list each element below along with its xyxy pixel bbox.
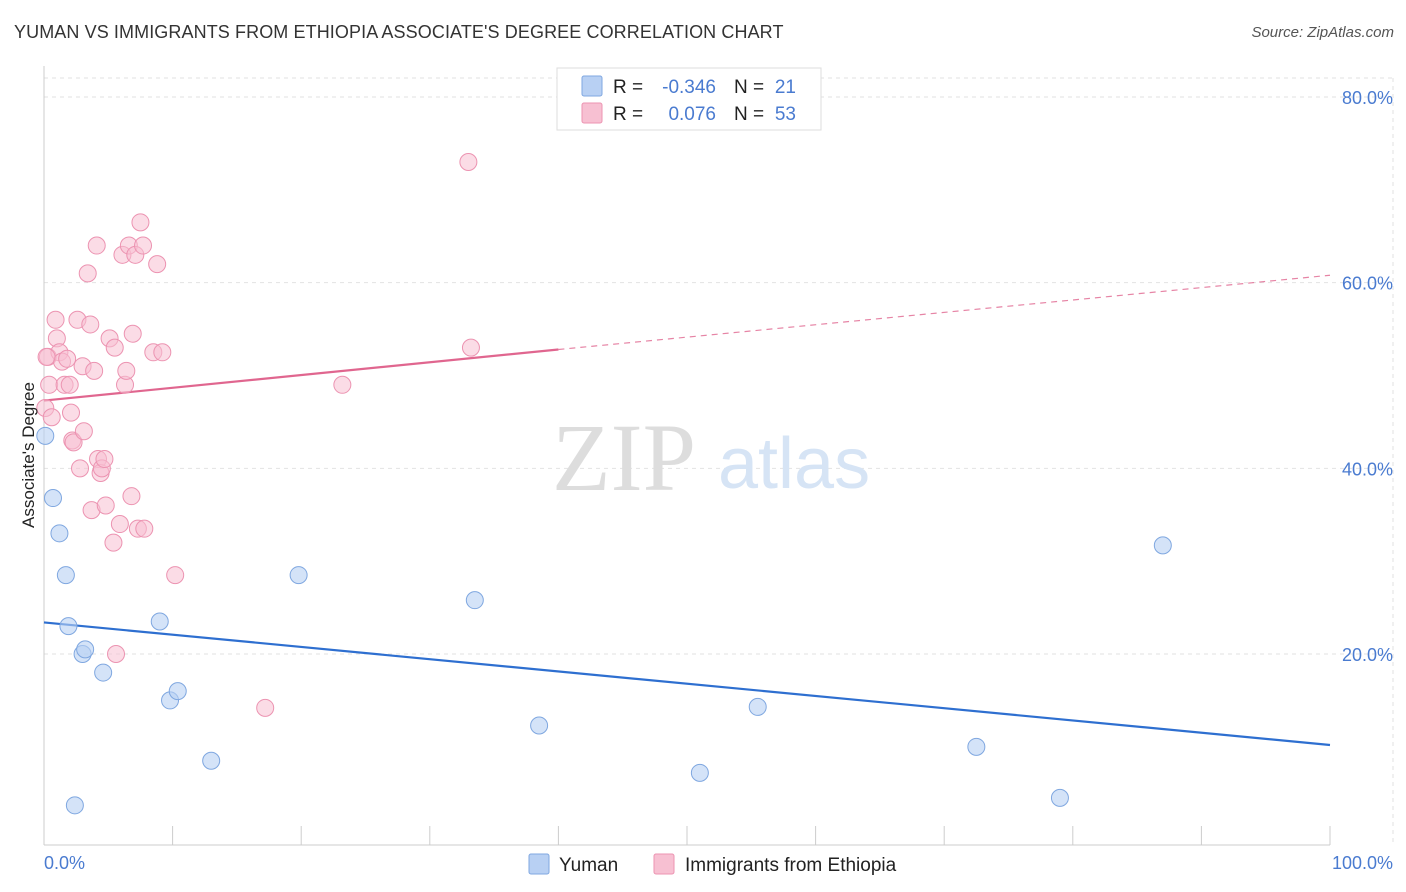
legend-swatch-ethiopia xyxy=(653,853,675,875)
y-axis-title: Associate's Degree xyxy=(19,382,38,528)
stats-n-label-yuman: N = xyxy=(734,77,764,98)
y-tick-label: 80.0% xyxy=(1342,88,1393,108)
axes xyxy=(43,66,1331,846)
data-points xyxy=(36,152,1172,815)
point-yuman xyxy=(1050,788,1069,807)
point-yuman xyxy=(65,796,84,815)
point-ethiopia xyxy=(459,152,478,171)
x-tick-labels: 0.0% 100.0% xyxy=(44,853,1393,873)
point-yuman xyxy=(202,751,221,770)
y-tick-labels: 20.0% 40.0% 60.0% 80.0% xyxy=(1342,88,1393,665)
point-ethiopia xyxy=(96,496,115,515)
point-ethiopia xyxy=(148,255,167,274)
point-yuman xyxy=(168,682,187,701)
point-ethiopia xyxy=(42,408,61,427)
series-legend: Yuman Immigrants from Ethiopia xyxy=(528,853,897,876)
point-ethiopia xyxy=(134,236,153,255)
point-yuman xyxy=(59,617,78,636)
point-ethiopia xyxy=(95,450,114,469)
trend-line-yuman xyxy=(43,621,1331,747)
point-yuman xyxy=(748,697,767,716)
point-ethiopia xyxy=(131,213,150,232)
stats-r-label-yuman: R = xyxy=(613,77,643,98)
legend-label-yuman: Yuman xyxy=(559,855,618,876)
point-yuman xyxy=(967,737,986,756)
stats-legend: R = -0.346 N = 21 R = 0.076 N = 53 xyxy=(556,67,822,131)
point-ethiopia xyxy=(166,566,185,585)
x-tick-label: 0.0% xyxy=(44,853,85,873)
point-ethiopia xyxy=(107,645,126,663)
point-ethiopia xyxy=(123,324,142,343)
point-ethiopia xyxy=(81,315,100,334)
point-yuman xyxy=(36,426,55,445)
legend-label-ethiopia: Immigrants from Ethiopia xyxy=(685,855,897,876)
point-yuman xyxy=(1153,536,1172,555)
point-ethiopia xyxy=(40,375,59,394)
point-ethiopia xyxy=(135,519,154,538)
point-ethiopia xyxy=(461,338,480,357)
point-ethiopia xyxy=(117,361,136,380)
point-ethiopia xyxy=(122,487,141,506)
point-ethiopia xyxy=(64,433,83,452)
stats-r-value-ethiopia: 0.076 xyxy=(668,104,716,125)
point-ethiopia xyxy=(256,698,275,717)
point-ethiopia xyxy=(62,403,81,422)
point-yuman xyxy=(94,663,113,682)
source-label: Source: ZipAtlas.com xyxy=(1251,24,1394,41)
point-ethiopia xyxy=(58,349,77,368)
point-yuman xyxy=(44,489,63,508)
y-tick-label: 40.0% xyxy=(1342,459,1393,479)
point-yuman xyxy=(289,566,308,585)
point-ethiopia xyxy=(104,533,123,552)
trend-line-ethiopia-extension xyxy=(558,274,1331,351)
stats-n-value-ethiopia: 53 xyxy=(775,104,796,125)
point-ethiopia xyxy=(74,422,93,441)
point-ethiopia xyxy=(87,236,106,255)
stats-n-label-ethiopia: N = xyxy=(734,104,764,125)
point-ethiopia xyxy=(78,264,97,283)
legend-swatch-yuman xyxy=(528,853,550,875)
watermark-atlas: atlas xyxy=(718,424,870,504)
point-yuman xyxy=(50,524,69,543)
point-yuman xyxy=(56,566,75,585)
point-yuman xyxy=(465,591,484,610)
point-yuman xyxy=(76,640,95,659)
point-yuman xyxy=(150,612,169,631)
stats-swatch-yuman xyxy=(581,75,603,97)
point-ethiopia xyxy=(71,459,90,478)
point-ethiopia xyxy=(153,343,172,362)
stats-r-label-ethiopia: R = xyxy=(613,104,643,125)
watermark-zip: ZIP xyxy=(552,404,696,511)
point-ethiopia xyxy=(60,375,79,394)
chart-title: YUMAN VS IMMIGRANTS FROM ETHIOPIA ASSOCI… xyxy=(14,22,784,42)
y-tick-label: 60.0% xyxy=(1342,274,1393,294)
stats-r-value-yuman: -0.346 xyxy=(662,77,716,98)
point-ethiopia xyxy=(37,347,56,366)
watermark: ZIP atlas xyxy=(552,404,870,511)
point-ethiopia xyxy=(333,375,352,394)
stats-swatch-ethiopia xyxy=(581,102,603,124)
point-yuman xyxy=(690,763,709,782)
point-ethiopia xyxy=(85,361,104,380)
point-ethiopia xyxy=(110,515,129,534)
x-tick-label: 100.0% xyxy=(1332,853,1393,873)
point-ethiopia xyxy=(46,310,65,329)
stats-n-value-yuman: 21 xyxy=(775,77,796,98)
point-ethiopia xyxy=(105,338,124,357)
point-yuman xyxy=(530,716,549,735)
y-tick-label: 20.0% xyxy=(1342,645,1393,665)
